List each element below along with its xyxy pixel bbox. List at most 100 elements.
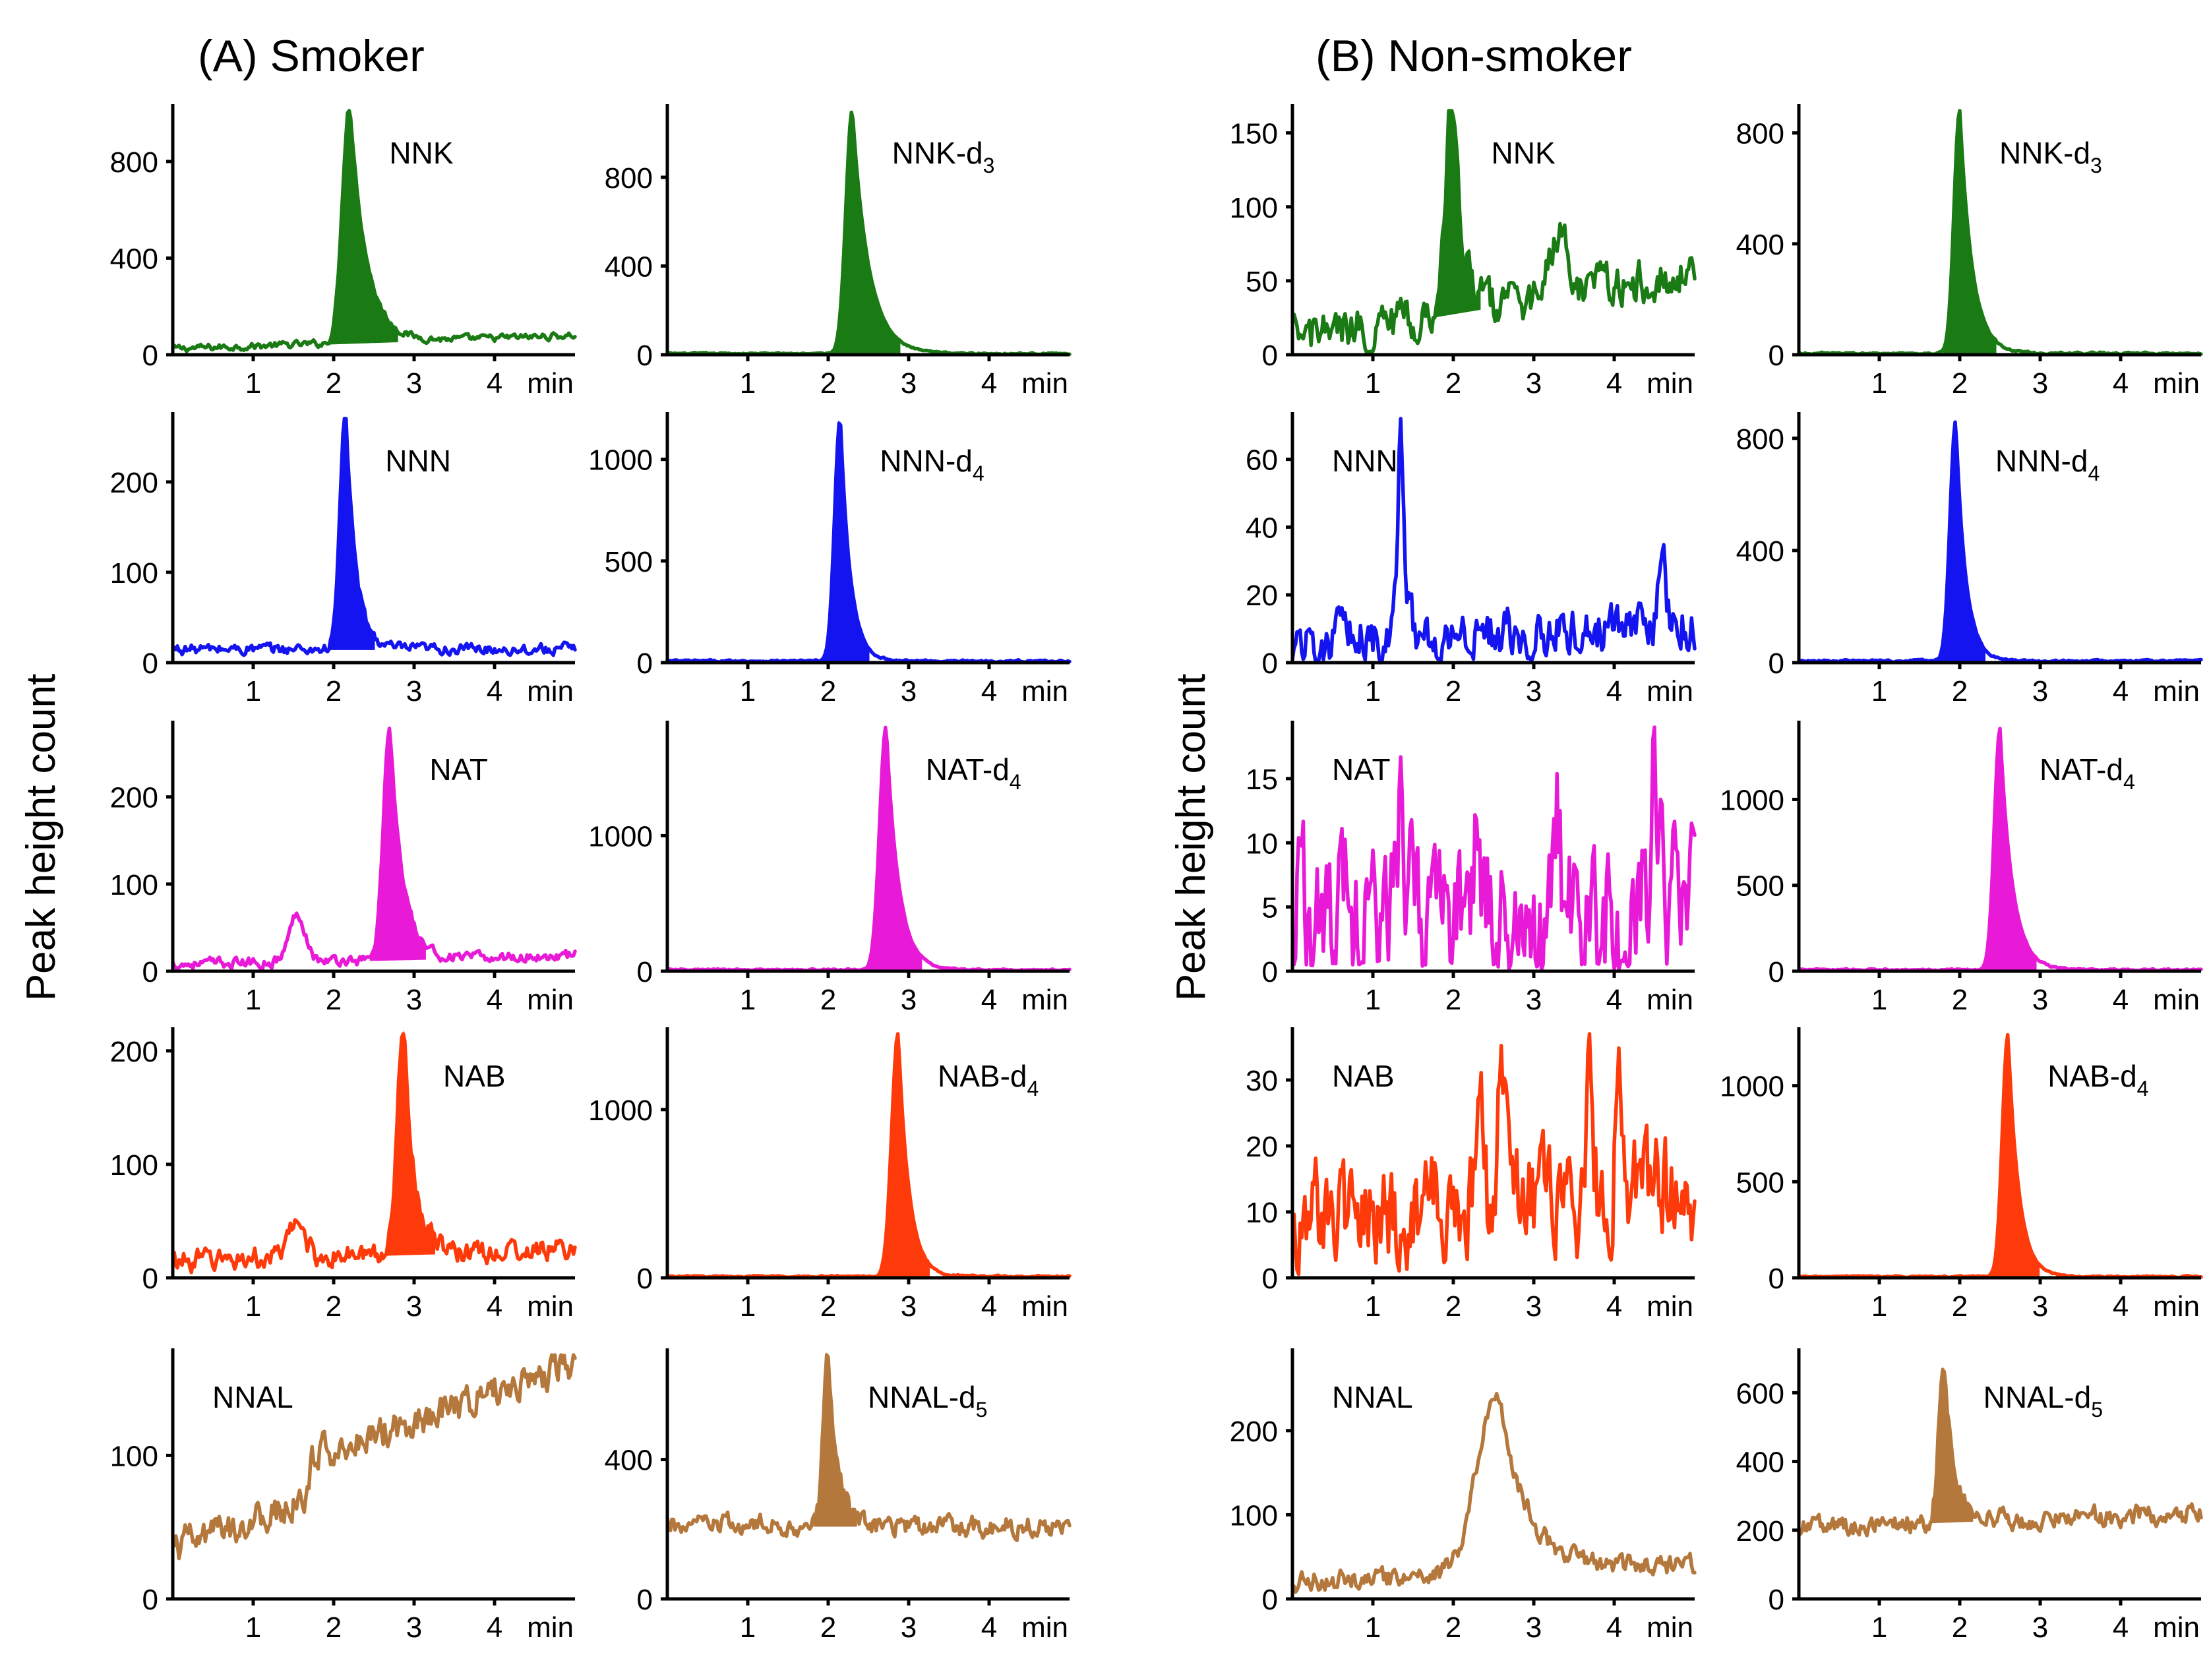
x-tick-label: 2 <box>326 1290 342 1323</box>
chromatogram-non-smoker-nat: 0 5 10 15 1 2 3 4 min NAT <box>1246 721 1697 1016</box>
analyte-label: NNAL <box>212 1380 293 1414</box>
y-tick-label: 200 <box>1230 1416 1278 1448</box>
analyte-label-subscript: 4 <box>1010 770 1021 794</box>
x-tick-label: 2 <box>326 367 342 400</box>
y-tick-label: 800 <box>1736 118 1784 150</box>
analyte-label: NNK-d3 <box>892 136 995 177</box>
chromatogram-smoker-nab: 0 100 200 1 2 3 4 min NAB <box>110 1027 577 1323</box>
x-tick-label: 2 <box>1445 367 1461 400</box>
y-tick-label: 0 <box>1769 340 1784 372</box>
analyte-label: NAT-d4 <box>2040 752 2135 794</box>
x-unit-label: min <box>1021 984 1068 1016</box>
x-tick-label: 1 <box>740 1611 756 1644</box>
x-unit-label: min <box>1021 367 1068 400</box>
y-tick-label: 100 <box>110 1440 158 1472</box>
trace-line <box>1797 1367 2203 1538</box>
x-tick-label: 1 <box>245 984 261 1016</box>
x-unit-label: min <box>1021 1290 1068 1323</box>
chromatogram-non-smoker-nnal: 0 100 200 1 2 3 4 min NNAL <box>1230 1348 1697 1644</box>
x-tick-label: 3 <box>901 1611 917 1644</box>
y-tick-label: 20 <box>1246 580 1278 612</box>
analyte-label-subscript: 4 <box>1027 1077 1039 1100</box>
y-tick-label: 15 <box>1246 764 1278 796</box>
y-tick-label: 0 <box>637 340 653 372</box>
y-tick-label: 400 <box>110 243 158 275</box>
x-tick-label: 1 <box>1871 1290 1887 1323</box>
chromatogram-non-smoker-nnk: 0 50 100 150 1 2 3 4 min NNK <box>1230 104 1697 400</box>
y-tick-label: 800 <box>110 146 158 179</box>
x-tick-label: 2 <box>820 984 836 1016</box>
analyte-label: NAT <box>1332 752 1391 787</box>
analyte-label: NNN <box>385 444 451 478</box>
x-tick-label: 4 <box>487 1290 502 1323</box>
x-tick-label: 4 <box>487 675 502 707</box>
y-tick-label: 100 <box>110 557 158 589</box>
x-tick-label: 3 <box>406 984 422 1016</box>
y-tick-label: 0 <box>1262 1584 1278 1616</box>
x-tick-label: 4 <box>981 1290 997 1323</box>
chromatogram-smoker-nnn-d4: 0 500 1000 1 2 3 4 min NNN-d4 <box>588 412 1072 707</box>
y-tick-label: 200 <box>110 467 158 499</box>
analyte-label: NNN <box>1332 444 1398 478</box>
y-axis-label-non-smoker: Peak height count <box>1168 674 1214 1001</box>
y-tick-label: 0 <box>637 647 653 680</box>
y-tick-label: 200 <box>110 1036 158 1068</box>
chromatogram-smoker-nnk-d3: 0 400 800 1 2 3 4 min NNK-d3 <box>605 104 1072 400</box>
y-tick-label: 0 <box>142 340 158 372</box>
analyte-label: NNN-d4 <box>1995 444 2100 485</box>
y-tick-label: 0 <box>142 956 158 988</box>
trace-line <box>1290 1032 1697 1276</box>
analyte-label: NNK-d3 <box>1999 136 2102 177</box>
y-tick-label: 0 <box>637 1584 653 1616</box>
analyte-label-subscript: 4 <box>2137 1077 2149 1100</box>
chromatogram-non-smoker-nnn-d4: 0 400 800 1 2 3 4 min NNN-d4 <box>1736 412 2203 707</box>
x-tick-label: 4 <box>2113 675 2129 707</box>
chromatogram-non-smoker-nnn: 0 20 40 60 1 2 3 4 min NNN <box>1246 412 1697 707</box>
x-unit-label: min <box>1647 984 1693 1016</box>
trace-line <box>1290 109 1697 355</box>
y-tick-label: 200 <box>1736 1515 1784 1547</box>
x-unit-label: min <box>2153 984 2200 1016</box>
y-tick-label: 30 <box>1246 1065 1278 1097</box>
analyte-label: NAB <box>1332 1059 1395 1093</box>
y-tick-label: 0 <box>142 647 158 680</box>
x-tick-label: 3 <box>901 675 917 707</box>
x-tick-label: 4 <box>487 1611 502 1644</box>
x-tick-label: 2 <box>326 675 342 707</box>
y-tick-label: 1000 <box>588 820 653 853</box>
x-tick-label: 3 <box>2032 367 2048 400</box>
analyte-label-subscript: 5 <box>976 1398 988 1422</box>
y-tick-label: 0 <box>637 1263 653 1295</box>
x-tick-label: 1 <box>245 1611 261 1644</box>
x-tick-label: 1 <box>1871 367 1887 400</box>
y-tick-label: 200 <box>110 782 158 814</box>
trace-line <box>171 1353 577 1561</box>
x-tick-label: 2 <box>820 1611 836 1644</box>
y-tick-label: 1000 <box>588 1095 653 1127</box>
x-unit-label: min <box>2153 367 2200 400</box>
x-tick-label: 1 <box>740 675 756 707</box>
analyte-label-subscript: 4 <box>2123 770 2135 794</box>
x-unit-label: min <box>527 367 574 400</box>
x-tick-label: 1 <box>740 1290 756 1323</box>
y-tick-label: 1000 <box>1720 1071 1784 1103</box>
y-tick-label: 0 <box>1262 340 1278 372</box>
y-axis-label-smoker: Peak height count <box>18 674 64 1001</box>
x-tick-label: 3 <box>406 1611 422 1644</box>
y-tick-label: 10 <box>1246 1197 1278 1229</box>
y-tick-label: 400 <box>1736 229 1784 261</box>
y-tick-label: 400 <box>605 251 653 283</box>
trace-line <box>1290 725 1697 972</box>
x-tick-label: 4 <box>1606 1290 1622 1323</box>
x-tick-label: 1 <box>740 984 756 1016</box>
y-tick-label: 500 <box>1736 1166 1784 1199</box>
x-tick-label: 2 <box>1445 984 1461 1016</box>
x-tick-label: 3 <box>1526 984 1542 1016</box>
x-tick-label: 2 <box>820 367 836 400</box>
x-unit-label: min <box>2153 1611 2200 1644</box>
x-tick-label: 3 <box>2032 675 2048 707</box>
x-tick-label: 1 <box>1365 984 1381 1016</box>
analyte-label: NNAL-d5 <box>1983 1380 2103 1422</box>
analyte-label: NNK <box>389 136 453 170</box>
